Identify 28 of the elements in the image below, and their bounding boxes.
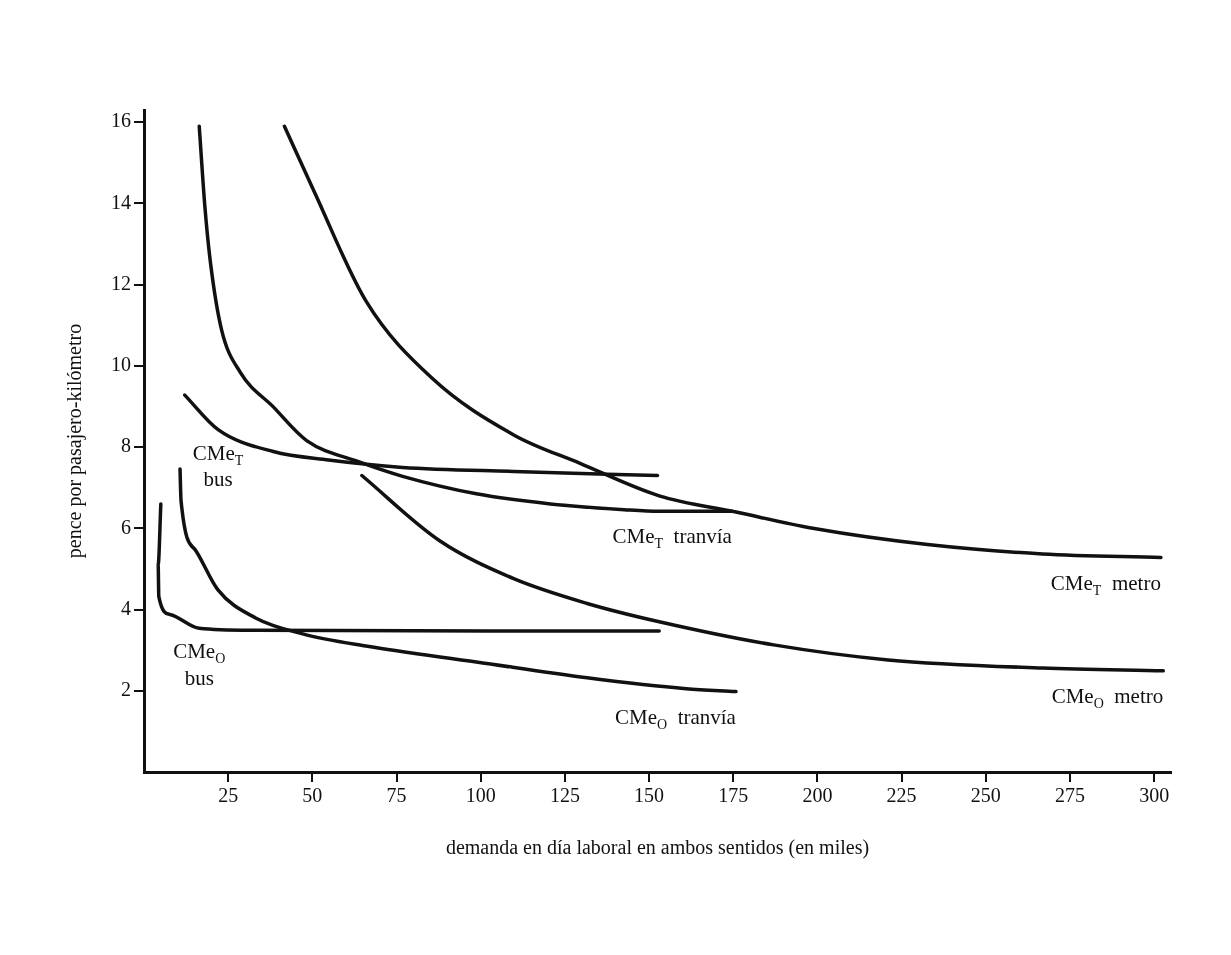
series-label: CMe$_{O}$ tranvía bbox=[615, 704, 736, 733]
x-tick-label: 300 bbox=[1139, 784, 1170, 807]
x-tick-label: 125 bbox=[549, 784, 580, 807]
y-tick-label: 4 bbox=[121, 596, 131, 619]
x-tick-label: 275 bbox=[1054, 784, 1085, 807]
x-axis-title: demanda en día laboral en ambos sentidos (en miles) bbox=[445, 836, 870, 860]
series-label: CMe$_{O}$ metro bbox=[1051, 683, 1164, 712]
x-tick-label: 250 bbox=[970, 784, 1001, 807]
x-tick-label: 25 bbox=[218, 784, 239, 807]
x-tick-label: 100 bbox=[465, 784, 496, 807]
series-label: CMe$_{T}$ bus bbox=[192, 440, 244, 492]
y-tick-label: 12 bbox=[111, 271, 131, 294]
y-axis-title: pence por pasajero-kilómetro bbox=[63, 323, 87, 559]
y-tick-label: 8 bbox=[121, 434, 131, 457]
x-tick-label: 50 bbox=[302, 784, 323, 807]
y-tick-label: 16 bbox=[111, 109, 131, 132]
y-tick-label: 14 bbox=[111, 190, 131, 213]
y-tick-label: 6 bbox=[121, 515, 131, 538]
series-label: CMe$_{T}$ metro bbox=[1050, 570, 1161, 599]
x-tick-label: 75 bbox=[386, 784, 407, 807]
x-tick-label: 150 bbox=[634, 784, 665, 807]
y-tick-label: 10 bbox=[111, 353, 131, 376]
x-tick-label: 200 bbox=[802, 784, 833, 807]
y-tick-label: 2 bbox=[121, 678, 131, 701]
series-label: CMe$_{T}$ tranvía bbox=[612, 524, 732, 552]
series-label: CMe$_{O}$ bus bbox=[173, 639, 226, 690]
x-tick-label: 225 bbox=[886, 784, 917, 807]
x-tick-label: 175 bbox=[718, 784, 749, 807]
